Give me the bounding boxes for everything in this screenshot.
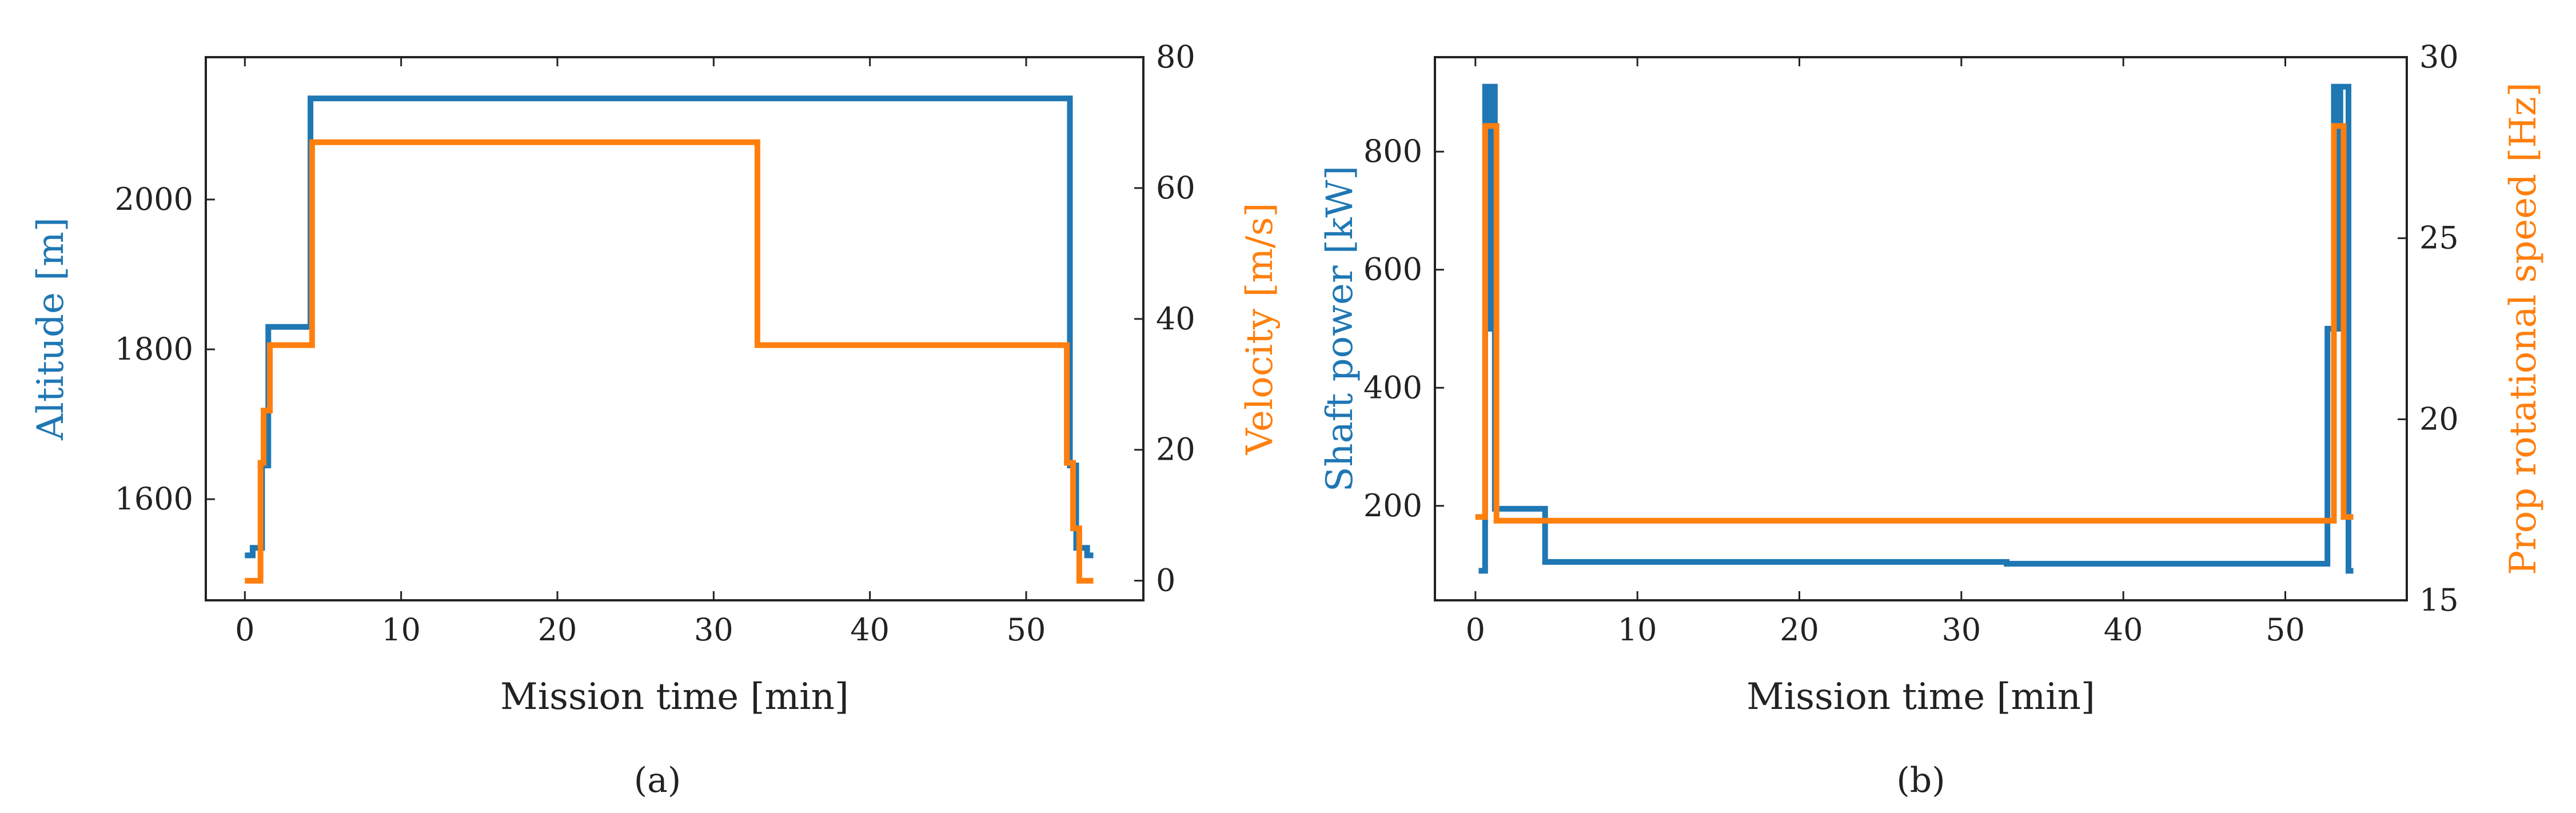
left-tick-label: 2000 [115, 181, 193, 217]
series-line-right-axis [1475, 123, 2354, 524]
series-line-left-axis [1478, 83, 2354, 574]
x-ticks-a: 0 10 20 30 40 50 [235, 57, 1046, 648]
x-tick-label: 40 [850, 612, 890, 648]
series-a [245, 95, 1094, 584]
right-tick-label: 20 [2419, 401, 2459, 437]
x-tick-label: 10 [381, 612, 421, 648]
x-tick-label: 30 [1941, 612, 1981, 648]
panel-label-a: (a) [634, 760, 681, 800]
left-axis-label-a: Altitude [m] [30, 217, 72, 441]
right-tick-label: 60 [1156, 170, 1195, 206]
x-axis-label-a: Mission time [min] [500, 676, 849, 718]
right-axis-label-a: Velocity [m/s] [1239, 203, 1281, 456]
x-tick-label: 30 [694, 612, 733, 648]
chart-panel-a: 0 10 20 30 40 50 1600 1800 2000 0 20 40 60 80 Missi… [30, 39, 1281, 800]
series-line-right-axis [245, 139, 1094, 584]
left-ticks-b: 200 400 600 800 [1363, 133, 1444, 524]
x-tick-label: 0 [235, 612, 254, 648]
x-tick-label: 0 [1466, 612, 1485, 648]
panel-label-b: (b) [1896, 760, 1945, 800]
right-tick-label: 40 [1156, 301, 1195, 337]
left-tick-label: 1600 [115, 481, 193, 517]
left-axis-label-b: Shaft power [kW] [1319, 166, 1361, 492]
plot-frame-a [205, 56, 1145, 601]
x-tick-label: 40 [2104, 612, 2143, 648]
right-tick-label: 80 [1156, 39, 1195, 75]
left-tick-label: 200 [1363, 488, 1422, 524]
x-tick-label: 10 [1618, 612, 1657, 648]
right-axis-label-b: Prop rotational speed [Hz] [2502, 82, 2545, 575]
plot-frame-b [1434, 56, 2408, 601]
x-tick-label: 50 [1007, 612, 1046, 648]
series-line-left-axis [245, 95, 1094, 559]
x-tick-label: 20 [1780, 612, 1819, 648]
x-ticks-b: 0 10 20 30 40 50 [1466, 57, 2305, 648]
x-tick-label: 20 [538, 612, 577, 648]
right-tick-label: 0 [1156, 563, 1175, 599]
right-ticks-b: 15 20 25 30 [2398, 39, 2459, 618]
x-axis-label-b: Mission time [min] [1746, 676, 2095, 718]
right-ticks-a: 0 20 40 60 80 [1134, 39, 1195, 599]
left-tick-label: 800 [1363, 133, 1422, 169]
right-tick-label: 15 [2419, 582, 2459, 618]
left-tick-label: 600 [1363, 252, 1422, 288]
right-tick-label: 20 [1156, 432, 1195, 468]
left-ticks-a: 1600 1800 2000 [115, 181, 215, 517]
series-b [1475, 83, 2354, 574]
x-tick-label: 50 [2266, 612, 2305, 648]
right-tick-label: 30 [2419, 39, 2459, 75]
left-tick-label: 400 [1363, 369, 1422, 405]
chart-panel-b: 0 10 20 30 40 50 200 400 600 800 15 20 25 30 Missio… [1319, 39, 2545, 800]
left-tick-label: 1800 [115, 331, 193, 367]
right-tick-label: 25 [2419, 220, 2459, 256]
